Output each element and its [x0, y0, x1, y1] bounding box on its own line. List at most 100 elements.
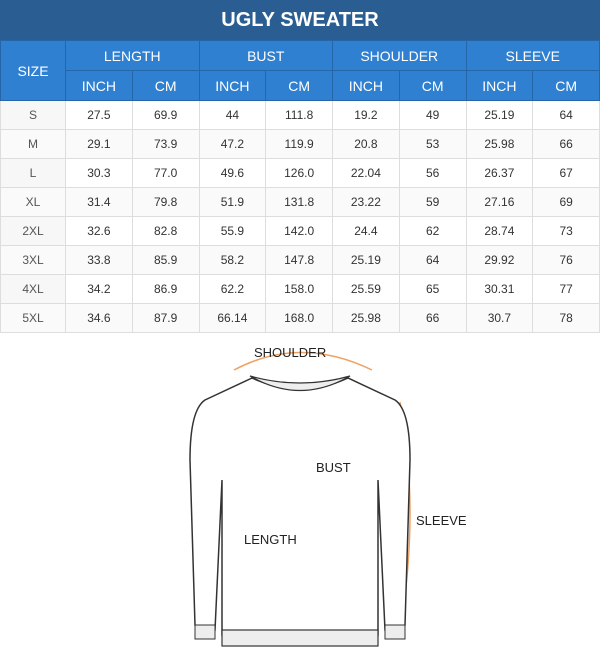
sleeve-label: SLEEVE	[416, 513, 467, 528]
value-cell: 131.8	[265, 187, 333, 217]
table-row: L 30.3 77.0 49.6 126.0 22.04 56 26.37 67	[0, 158, 600, 188]
value-cell: 34.2	[65, 274, 133, 304]
value-cell: 79.8	[131, 187, 200, 217]
size-cell: 4XL	[0, 274, 66, 304]
length-header: LENGTH	[65, 40, 200, 71]
value-cell: 69.9	[131, 100, 200, 130]
size-table: SIZE LENGTH BUST SHOULDER SLEEVE INCH CM I…	[0, 40, 600, 333]
value-cell: 29.92	[465, 245, 534, 275]
size-cell: M	[0, 129, 66, 159]
table-row: 3XL 33.8 85.9 58.2 147.8 25.19 64 29.92 76	[0, 245, 600, 275]
size-cell: 5XL	[0, 303, 66, 333]
value-cell: 76	[532, 245, 600, 275]
unit-header: CM	[532, 70, 600, 101]
value-cell: 66	[398, 303, 467, 333]
value-cell: 26.37	[465, 158, 534, 188]
value-cell: 58.2	[198, 245, 267, 275]
table-row: S 27.5 69.9 44 111.8 19.2 49 25.19 64	[0, 100, 600, 130]
value-cell: 85.9	[131, 245, 200, 275]
value-cell: 77	[532, 274, 600, 304]
value-cell: 86.9	[131, 274, 200, 304]
shoulder-measure-line	[233, 351, 373, 371]
chart-title: UGLY SWEATER	[0, 0, 600, 40]
value-cell: 119.9	[265, 129, 333, 159]
value-cell: 33.8	[65, 245, 133, 275]
table-row: 4XL 34.2 86.9 62.2 158.0 25.59 65 30.31 77	[0, 274, 600, 304]
value-cell: 27.16	[465, 187, 534, 217]
sleeve-header: SLEEVE	[465, 40, 600, 71]
value-cell: 64	[532, 100, 600, 130]
value-cell: 73	[532, 216, 600, 246]
value-cell: 23.22	[332, 187, 400, 217]
unit-header: INCH	[332, 70, 400, 101]
unit-header: CM	[131, 70, 200, 101]
value-cell: 28.74	[465, 216, 534, 246]
table-row: XL 31.4 79.8 51.9 131.8 23.22 59 27.16 69	[0, 187, 600, 217]
value-cell: 111.8	[265, 100, 333, 130]
value-cell: 25.19	[465, 100, 534, 130]
value-cell: 30.3	[65, 158, 133, 188]
value-cell: 31.4	[65, 187, 133, 217]
value-cell: 64	[398, 245, 467, 275]
value-cell: 19.2	[332, 100, 400, 130]
value-cell: 73.9	[131, 129, 200, 159]
value-cell: 44	[198, 100, 267, 130]
sweater-diagram: SHOULDER BUST LENGTH SLEEVE	[0, 340, 600, 656]
table-row: M 29.1 73.9 47.2 119.9 20.8 53 25.98 66	[0, 129, 600, 159]
value-cell: 20.8	[332, 129, 400, 159]
value-cell: 168.0	[265, 303, 333, 333]
value-cell: 126.0	[265, 158, 333, 188]
value-cell: 82.8	[131, 216, 200, 246]
value-cell: 77.0	[131, 158, 200, 188]
value-cell: 24.4	[332, 216, 400, 246]
value-cell: 25.98	[332, 303, 400, 333]
value-cell: 65	[398, 274, 467, 304]
table-row: 2XL 32.6 82.8 55.9 142.0 24.4 62 28.74 73	[0, 216, 600, 246]
value-cell: 27.5	[65, 100, 133, 130]
unit-header: INCH	[65, 70, 133, 101]
value-cell: 142.0	[265, 216, 333, 246]
value-cell: 25.59	[332, 274, 400, 304]
value-cell: 55.9	[198, 216, 267, 246]
bust-header: BUST	[198, 40, 333, 71]
unit-header: INCH	[198, 70, 267, 101]
value-cell: 87.9	[131, 303, 200, 333]
sweater-illustration	[189, 351, 411, 647]
bust-label: BUST	[316, 460, 351, 475]
value-cell: 34.6	[65, 303, 133, 333]
shoulder-label: SHOULDER	[254, 345, 327, 360]
value-cell: 66	[532, 129, 600, 159]
value-cell: 158.0	[265, 274, 333, 304]
unit-header: CM	[265, 70, 333, 101]
value-cell: 29.1	[65, 129, 133, 159]
value-cell: 66.14	[198, 303, 267, 333]
value-cell: 32.6	[65, 216, 133, 246]
unit-header: CM	[398, 70, 467, 101]
value-cell: 25.19	[332, 245, 400, 275]
value-cell: 56	[398, 158, 467, 188]
value-cell: 49	[398, 100, 467, 130]
value-cell: 51.9	[198, 187, 267, 217]
size-cell: 3XL	[0, 245, 66, 275]
value-cell: 69	[532, 187, 600, 217]
table-row: 5XL 34.6 87.9 66.14 168.0 25.98 66 30.7 78	[0, 303, 600, 333]
shoulder-header: SHOULDER	[332, 40, 467, 71]
value-cell: 62.2	[198, 274, 267, 304]
value-cell: 62	[398, 216, 467, 246]
size-cell: S	[0, 100, 66, 130]
value-cell: 53	[398, 129, 467, 159]
value-cell: 30.31	[465, 274, 534, 304]
size-cell: XL	[0, 187, 66, 217]
value-cell: 22.04	[332, 158, 400, 188]
value-cell: 147.8	[265, 245, 333, 275]
size-cell: L	[0, 158, 66, 188]
value-cell: 47.2	[198, 129, 267, 159]
value-cell: 67	[532, 158, 600, 188]
value-cell: 49.6	[198, 158, 267, 188]
unit-header: INCH	[465, 70, 534, 101]
value-cell: 59	[398, 187, 467, 217]
value-cell: 30.7	[465, 303, 534, 333]
value-cell: 78	[532, 303, 600, 333]
length-label: LENGTH	[244, 532, 297, 547]
size-header: SIZE	[0, 40, 66, 101]
